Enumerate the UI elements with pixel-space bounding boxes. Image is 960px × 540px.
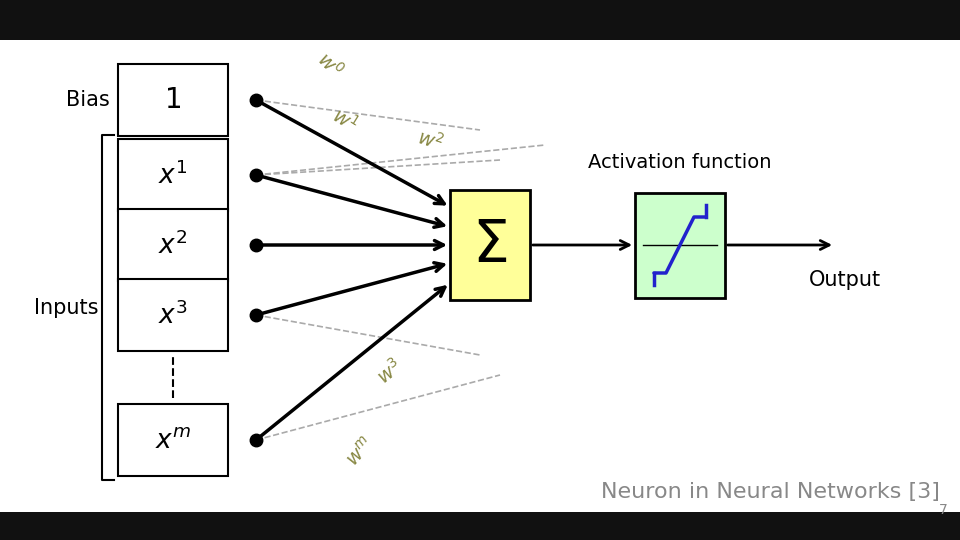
Bar [118, 404, 228, 476]
Text: $x^{2}$: $x^{2}$ [158, 231, 188, 259]
Text: $w^0$: $w^0$ [313, 48, 348, 82]
Text: $w^m$: $w^m$ [342, 434, 378, 470]
Text: Output: Output [809, 270, 881, 290]
Bar [118, 209, 228, 281]
Text: $1$: $1$ [164, 86, 181, 113]
Bar [118, 279, 228, 351]
Bar [0, 0, 960, 40]
Text: $x^{1}$: $x^{1}$ [158, 161, 188, 189]
Text: $x^{m}$: $x^{m}$ [155, 428, 191, 453]
Text: Neuron in Neural Networks [3]: Neuron in Neural Networks [3] [601, 482, 940, 502]
Bar [0, 40, 960, 512]
Bar [0, 512, 960, 540]
Text: $w^3$: $w^3$ [372, 355, 407, 389]
Text: $w^1$: $w^1$ [328, 104, 362, 136]
Bar [635, 192, 725, 298]
Text: $w^2$: $w^2$ [414, 126, 445, 154]
Bar [118, 139, 228, 211]
Text: 7: 7 [939, 503, 948, 517]
Text: Activation function: Activation function [588, 153, 772, 172]
Text: $x^{3}$: $x^{3}$ [158, 301, 188, 329]
Bar [118, 64, 228, 136]
Text: $\Sigma$: $\Sigma$ [472, 217, 508, 273]
Text: Bias: Bias [66, 90, 110, 110]
Bar [450, 190, 530, 300]
Text: Inputs: Inputs [35, 298, 99, 318]
